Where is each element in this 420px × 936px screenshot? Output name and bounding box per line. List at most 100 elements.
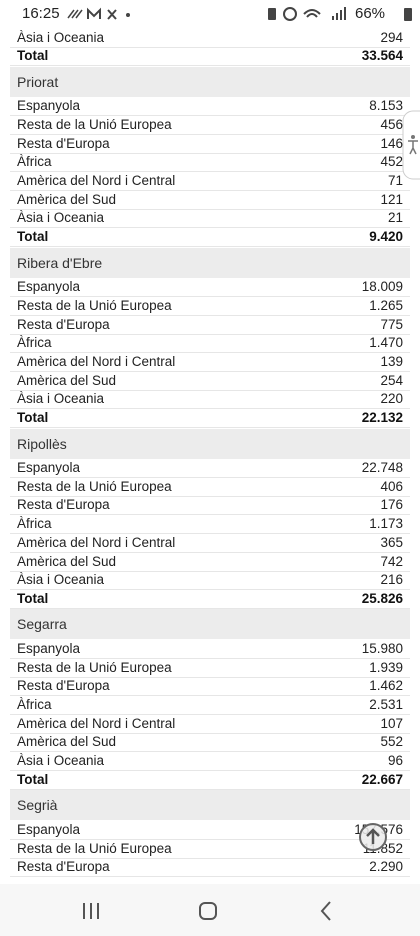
row-label: Total [17, 590, 49, 606]
table-row: Àfrica 452 [10, 153, 410, 173]
row-value: 742 [380, 553, 403, 569]
time: 16:25 [22, 5, 60, 22]
row-label: Resta d'Europa [17, 135, 110, 151]
row-value: 552 [380, 734, 403, 750]
table-row: Amèrica del Sud 121 [10, 191, 410, 210]
table-row: Amèrica del Nord i Central 107 [10, 715, 410, 734]
home[interactable] [199, 902, 217, 920]
row-label: Resta de la Unió Europea [17, 478, 172, 494]
row-label: Total [17, 48, 49, 64]
group-header: Ripollès [10, 428, 410, 459]
row-value: 8.153 [369, 98, 403, 114]
row-value: 121 [380, 191, 403, 207]
row-label: Resta d'Europa [17, 316, 110, 332]
row-label: Espanyola [17, 460, 81, 475]
scroll-top-button[interactable] [358, 822, 388, 852]
table-row: Resta d'Europa 1.462 [10, 677, 410, 697]
group-header: Segarra [10, 609, 410, 640]
row-label: Àsia i Oceania [17, 391, 105, 407]
recent-apps[interactable] [83, 903, 99, 919]
table-row: Àsia i Oceania 216 [10, 571, 410, 591]
table-row: Resta de la Unió Europea 1.265 [10, 297, 410, 316]
row-value: 1.265 [369, 297, 403, 313]
row-label: Resta de la Unió Europea [17, 840, 172, 856]
row-value: 71 [387, 173, 403, 188]
row-value: 775 [380, 316, 403, 332]
row-label: Total [17, 229, 49, 245]
row-label: Àsia i Oceania [17, 210, 105, 226]
row-label: Àfrica [17, 697, 52, 712]
row-value: 33.564 [361, 48, 403, 64]
group-name: Ribera d'Ebre [17, 254, 103, 271]
row-value: 9.420 [369, 229, 403, 245]
table-row: Àsia i Oceania 21 [10, 209, 410, 229]
group-name: Segrià [17, 797, 58, 814]
table-row: Total 33.564 [10, 47, 410, 67]
group-name: Segarra [17, 616, 67, 633]
row-value: 456 [380, 116, 403, 132]
row-label: Resta de la Unió Europea [17, 116, 172, 132]
table-row: Espanyola 15.980 [10, 640, 410, 659]
row-value: 294 [380, 29, 403, 45]
row-value: 18.009 [361, 279, 403, 295]
row-value: 1.173 [369, 516, 403, 532]
row-value: 146 [380, 135, 403, 151]
table-row: Amèrica del Sud 742 [10, 553, 410, 572]
table-row: Espanyola 22.748 [10, 459, 410, 478]
table-row: Àsia i Oceania 294 [10, 29, 410, 48]
row-label: Resta d'Europa [17, 859, 110, 875]
row-label: Amèrica del Sud [17, 191, 117, 207]
row-label: Total [17, 771, 49, 787]
row-value: 176 [380, 497, 403, 513]
table-row: Àsia i Oceania 96 [10, 752, 410, 772]
accessibility-tab[interactable] [402, 110, 420, 180]
row-label: Espanyola [17, 640, 81, 656]
table-row: Amèrica del Sud 254 [10, 372, 410, 391]
table-row: Resta d'Europa 146 [10, 135, 410, 154]
row-value: 25.826 [361, 590, 403, 606]
table-row: Resta de la Unió Europea 11.852 [10, 840, 410, 859]
row-value: 1.470 [369, 335, 403, 351]
table: Àsia i Oceania 294 Total 33.564 Priorat Espan… [10, 29, 410, 878]
row-label: Àsia i Oceania [17, 29, 105, 45]
table-row: Resta d'Europa 176 [10, 496, 410, 516]
table-row: Amèrica del Nord i Central 365 [10, 534, 410, 553]
table-row: Resta de la Unió Europea 456 [10, 116, 410, 135]
group-name: Priorat [17, 73, 59, 90]
table-row: Amèrica del Sud 552 [10, 733, 410, 753]
row-value: 22.132 [361, 410, 403, 425]
row-label: Amèrica del Nord i Central [17, 715, 176, 731]
table-row: Amèrica del Nord i Central 139 [10, 353, 410, 372]
navigation-bar [0, 884, 420, 936]
row-value: 2.290 [369, 859, 403, 875]
row-value: 1.462 [369, 678, 403, 694]
group-header: Segrià [10, 790, 410, 821]
table-row: Espanyola 18.009 [10, 278, 410, 298]
row-value: 22.748 [361, 460, 403, 475]
row-value: 254 [380, 372, 403, 388]
row-value: 15.980 [361, 640, 403, 656]
system-icons [268, 7, 346, 21]
back[interactable] [320, 901, 331, 921]
table-row: Espanyola157.576 [10, 821, 410, 840]
battery-level: 66% [355, 5, 386, 22]
row-value: 107 [380, 715, 403, 731]
row-value: 365 [380, 534, 403, 550]
row-label: Espanyola [17, 279, 81, 295]
group-name: Ripollès [17, 435, 67, 452]
group-header: Priorat [10, 66, 410, 97]
row-label: Espanyola [17, 98, 81, 114]
nav-icons [83, 901, 331, 921]
row-label: Resta d'Europa [17, 678, 110, 694]
status-bar: 16:25 66% [0, 0, 420, 28]
table-row: Àfrica 1.470 [10, 334, 410, 354]
row-value: 21 [387, 210, 403, 226]
table-row: Resta d'Europa 775 [10, 316, 410, 335]
row-value: 96 [387, 753, 403, 769]
table-row: Amèrica del Nord i Central 71 [10, 172, 410, 191]
battery-icon [404, 8, 412, 21]
row-label: Àfrica [17, 516, 52, 532]
row-label: Amèrica del Nord i Central [17, 534, 176, 550]
group-header: Ribera d'Ebre [10, 247, 410, 278]
